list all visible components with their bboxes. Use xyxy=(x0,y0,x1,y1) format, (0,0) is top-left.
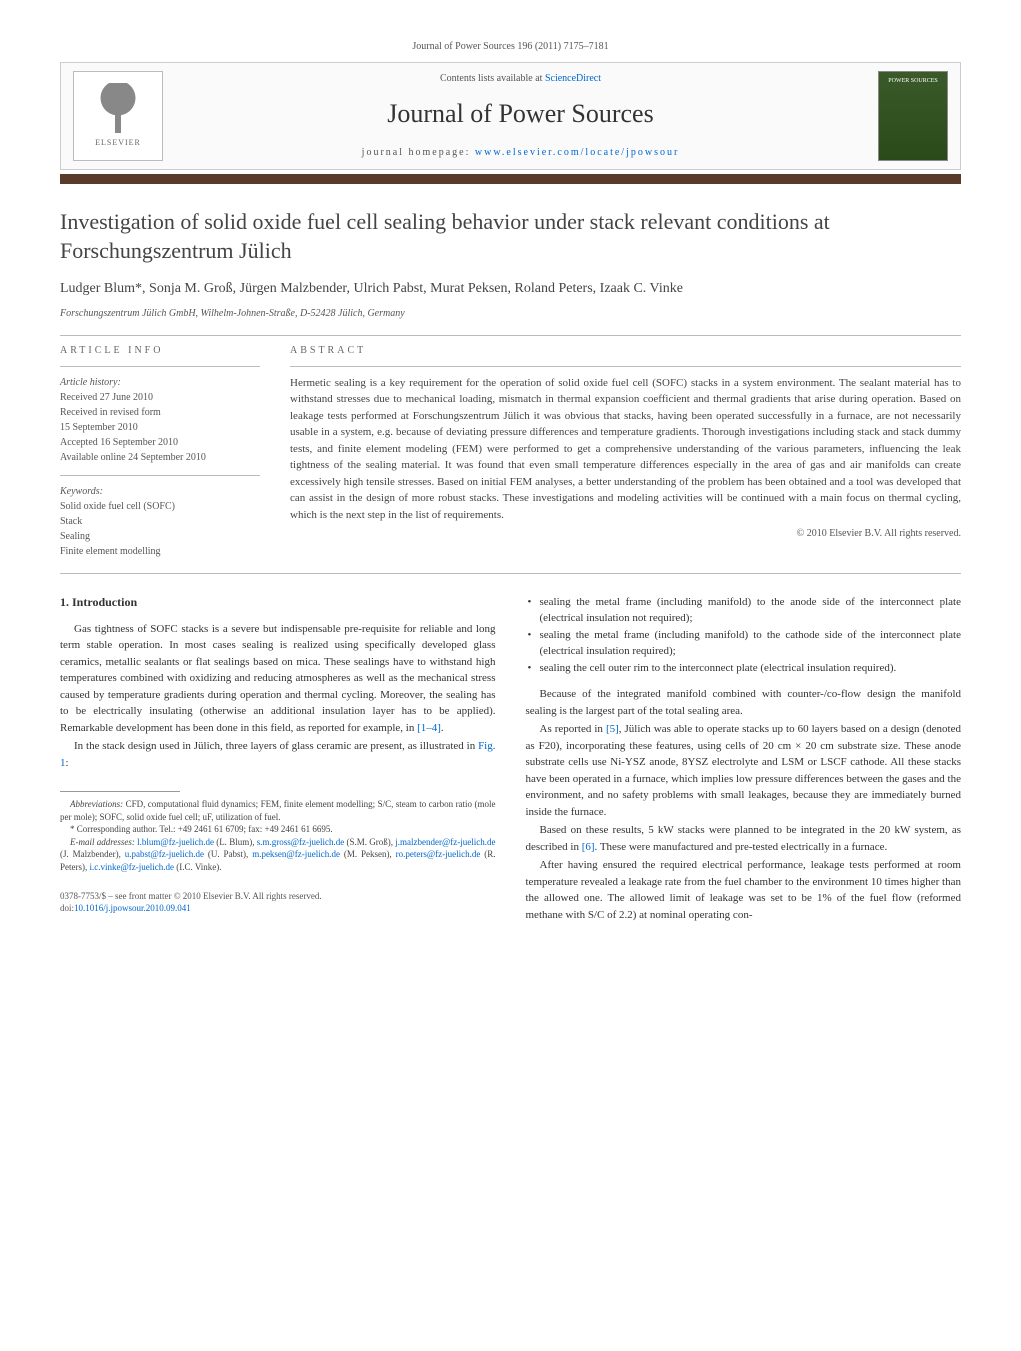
bullet-item: sealing the cell outer rim to the interc… xyxy=(526,660,962,677)
para-text: In the stack design used in Jülich, thre… xyxy=(74,740,478,752)
divider xyxy=(60,366,260,367)
issn-line: 0378-7753/$ – see front matter © 2010 El… xyxy=(60,890,496,903)
email-link[interactable]: s.m.gross@fz-juelich.de xyxy=(257,837,345,847)
journal-cover-thumb: POWER SOURCES xyxy=(878,71,948,161)
email-who: (J. Malzbender), xyxy=(60,849,125,859)
email-who: (I.C. Vinke). xyxy=(174,862,222,872)
keyword: Stack xyxy=(60,514,260,529)
banner-center: Contents lists available at ScienceDirec… xyxy=(179,72,862,160)
cover-title: POWER SOURCES xyxy=(888,78,938,85)
contents-prefix: Contents lists available at xyxy=(440,73,545,84)
divider xyxy=(60,335,961,336)
email-link[interactable]: ro.peters@fz-juelich.de xyxy=(396,849,481,859)
body-col-right: sealing the metal frame (including manif… xyxy=(526,594,962,926)
keywords: Keywords: Solid oxide fuel cell (SOFC) S… xyxy=(60,484,260,559)
journal-name: Journal of Power Sources xyxy=(179,96,862,132)
article-title: Investigation of solid oxide fuel cell s… xyxy=(60,208,961,265)
abstract-copyright: © 2010 Elsevier B.V. All rights reserved… xyxy=(290,527,961,541)
history-title: Article history: xyxy=(60,375,260,390)
citation-link[interactable]: [5] xyxy=(606,723,619,735)
divider xyxy=(290,366,961,367)
email-who: (S.M. Groß), xyxy=(344,837,395,847)
history-item: Accepted 16 September 2010 xyxy=(60,435,260,450)
keyword: Sealing xyxy=(60,529,260,544)
email-link[interactable]: l.blum@fz-juelich.de xyxy=(137,837,214,847)
article-history: Article history: Received 27 June 2010 R… xyxy=(60,375,260,465)
doi-line: doi:10.1016/j.jpowsour.2010.09.041 xyxy=(60,902,496,915)
history-item: Received in revised form xyxy=(60,405,260,420)
homepage-prefix: journal homepage: xyxy=(362,147,475,158)
para-text: : xyxy=(66,757,69,769)
history-item: Received 27 June 2010 xyxy=(60,390,260,405)
body-col-left: 1. Introduction Gas tightness of SOFC st… xyxy=(60,594,496,926)
homepage-link[interactable]: www.elsevier.com/locate/jpowsour xyxy=(475,147,679,158)
email-who: (U. Pabst), xyxy=(204,849,252,859)
abbrev-label: Abbreviations: xyxy=(70,799,123,809)
body-paragraph: Based on these results, 5 kW stacks were… xyxy=(526,822,962,855)
elsevier-label: ELSEVIER xyxy=(95,137,141,148)
sciencedirect-link[interactable]: ScienceDirect xyxy=(545,73,601,84)
journal-banner: ELSEVIER Contents lists available at Sci… xyxy=(60,62,961,170)
bottom-bar: 0378-7753/$ – see front matter © 2010 El… xyxy=(60,890,496,915)
body-paragraph: Gas tightness of SOFC stacks is a severe… xyxy=(60,621,496,737)
corresponding-author-footnote: * Corresponding author. Tel.: +49 2461 6… xyxy=(60,823,496,836)
divider-bar xyxy=(60,174,961,184)
affiliation: Forschungszentrum Jülich GmbH, Wilhelm-J… xyxy=(60,307,961,321)
footnotes: Abbreviations: CFD, computational fluid … xyxy=(60,798,496,874)
email-who: (L. Blum), xyxy=(214,837,257,847)
email-label: E-mail addresses: xyxy=(70,837,137,847)
abbrev-text: CFD, computational fluid dynamics; FEM, … xyxy=(60,799,496,822)
keyword: Finite element modelling xyxy=(60,544,260,559)
article-info-col: ARTICLE INFO Article history: Received 2… xyxy=(60,344,260,559)
email-footnote: E-mail addresses: l.blum@fz-juelich.de (… xyxy=(60,836,496,874)
citation-link[interactable]: [6] xyxy=(582,841,595,853)
info-abstract-row: ARTICLE INFO Article history: Received 2… xyxy=(60,344,961,559)
doi-link[interactable]: 10.1016/j.jpowsour.2010.09.041 xyxy=(74,903,191,913)
body-paragraph: Because of the integrated manifold combi… xyxy=(526,686,962,719)
divider xyxy=(60,475,260,476)
abstract-label: ABSTRACT xyxy=(290,344,961,358)
corr-label: * Corresponding author. xyxy=(70,824,159,834)
para-text: Gas tightness of SOFC stacks is a severe… xyxy=(60,623,496,734)
journal-homepage: journal homepage: www.elsevier.com/locat… xyxy=(179,146,862,160)
para-text: . These were manufactured and pre-tested… xyxy=(595,841,888,853)
footnote-separator xyxy=(60,791,180,792)
corr-text: Tel.: +49 2461 61 6709; fax: +49 2461 61… xyxy=(159,824,332,834)
abstract-text: Hermetic sealing is a key requirement fo… xyxy=(290,375,961,524)
contents-available: Contents lists available at ScienceDirec… xyxy=(179,72,862,86)
divider xyxy=(60,573,961,574)
intro-heading: 1. Introduction xyxy=(60,594,496,611)
body-paragraph: After having ensured the required electr… xyxy=(526,857,962,923)
authors-list: Ludger Blum*, Sonja M. Groß, Jürgen Malz… xyxy=(60,279,961,299)
email-link[interactable]: u.pabst@fz-juelich.de xyxy=(125,849,204,859)
elsevier-tree-icon xyxy=(93,83,143,133)
email-link[interactable]: i.c.vinke@fz-juelich.de xyxy=(90,862,175,872)
email-link[interactable]: m.peksen@fz-juelich.de xyxy=(252,849,340,859)
keywords-title: Keywords: xyxy=(60,484,260,499)
elsevier-logo: ELSEVIER xyxy=(73,71,163,161)
email-link[interactable]: j.malzbender@fz-juelich.de xyxy=(395,837,495,847)
history-item: 15 September 2010 xyxy=(60,420,260,435)
abbreviations-footnote: Abbreviations: CFD, computational fluid … xyxy=(60,798,496,823)
sealing-bullets: sealing the metal frame (including manif… xyxy=(526,594,962,677)
para-text: As reported in xyxy=(540,723,606,735)
bullet-item: sealing the metal frame (including manif… xyxy=(526,594,962,627)
para-text: . xyxy=(441,722,444,734)
keyword: Solid oxide fuel cell (SOFC) xyxy=(60,499,260,514)
citation-link[interactable]: [1–4] xyxy=(417,722,441,734)
history-item: Available online 24 September 2010 xyxy=(60,450,260,465)
body-paragraph: In the stack design used in Jülich, thre… xyxy=(60,738,496,771)
abstract-col: ABSTRACT Hermetic sealing is a key requi… xyxy=(290,344,961,559)
para-text: , Jülich was able to operate stacks up t… xyxy=(526,723,962,818)
body-columns: 1. Introduction Gas tightness of SOFC st… xyxy=(60,594,961,926)
bullet-item: sealing the metal frame (including manif… xyxy=(526,627,962,660)
doi-label: doi: xyxy=(60,903,74,913)
body-paragraph: As reported in [5], Jülich was able to o… xyxy=(526,721,962,820)
email-who: (M. Peksen), xyxy=(340,849,396,859)
journal-citation: Journal of Power Sources 196 (2011) 7175… xyxy=(60,40,961,54)
article-info-label: ARTICLE INFO xyxy=(60,344,260,358)
